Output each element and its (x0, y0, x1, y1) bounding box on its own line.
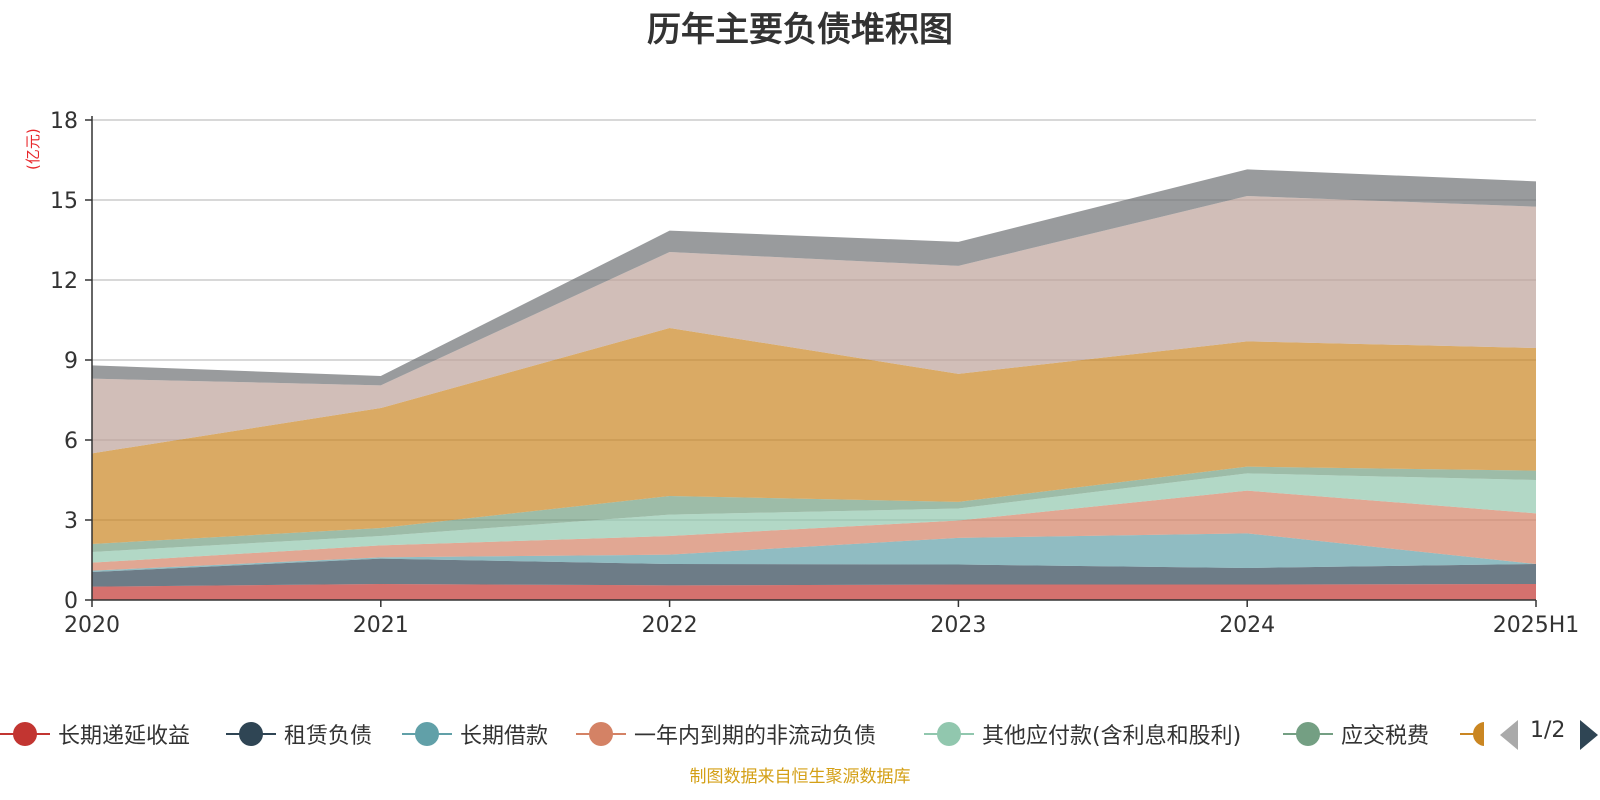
area-一年内到期的非流动负债[interactable] (92, 490, 1536, 571)
area-应付账款[interactable] (92, 328, 1536, 544)
area-合同负债[interactable] (92, 196, 1536, 454)
y-tick-label: 18 (50, 109, 78, 134)
chart-title: 历年主要负债堆积图 (647, 10, 953, 50)
area-应付票据[interactable] (92, 169, 1536, 386)
y-tick-label: 6 (64, 429, 78, 454)
legend-marker-icon (1283, 716, 1333, 752)
legend-prev-arrow-icon[interactable] (1500, 720, 1518, 750)
area-series (92, 169, 1536, 600)
legend-marker-icon (576, 716, 626, 752)
y-tick-label: 15 (50, 189, 78, 214)
axes: 0 3 6 9 12 15 18 2020 2021 2022 2023 2024 2025H1 (50, 109, 1579, 638)
area-租赁负债[interactable] (92, 558, 1536, 587)
area-长期借款[interactable] (92, 533, 1536, 572)
legend-label: 一年内到期的非流动负债 (634, 724, 877, 749)
y-tick-label: 3 (64, 509, 78, 534)
legend-item[interactable]: 其他应付款(含利息和股利) (924, 716, 1241, 752)
area-其他应付款(含利息和股利)[interactable] (92, 473, 1536, 563)
legend-marker-icon (1460, 716, 1484, 752)
y-tick-label: 12 (50, 269, 78, 294)
legend-item[interactable]: 租赁负债 (226, 716, 372, 752)
y-tick-label: 0 (64, 589, 78, 614)
legend-item[interactable]: 长期借款 (402, 716, 548, 752)
legend-item[interactable]: 应交税费 (1283, 716, 1429, 752)
y-tick-label: 9 (64, 349, 78, 374)
x-tick-label: 2023 (930, 613, 986, 638)
legend-item[interactable]: 长期递延收益 (0, 716, 190, 752)
area-长期递延收益[interactable] (92, 584, 1536, 600)
legend-next-arrow-icon[interactable] (1580, 720, 1598, 750)
legend: 长期递延收益 租赁负债 长期借款 一年内到期的非流动负债 其他应付款(含利息和股利) 应交… (0, 716, 1600, 752)
legend-marker-icon (402, 716, 452, 752)
legend-label: 长期借款 (460, 724, 549, 749)
data-source-note: 制图数据来自恒生聚源数据库 (689, 767, 911, 787)
legend-label: 长期递延收益 (58, 724, 191, 749)
area-应交税费[interactable] (92, 466, 1536, 552)
legend-marker-icon (0, 716, 50, 752)
legend-item[interactable] (1460, 716, 1484, 752)
legend-label: 应交税费 (1341, 724, 1430, 749)
x-tick-label: 2025H1 (1493, 613, 1580, 638)
x-tick-label: 2022 (642, 613, 698, 638)
legend-marker-icon (924, 716, 974, 752)
legend-marker-icon (226, 716, 276, 752)
x-tick-label: 2020 (64, 613, 120, 638)
x-tick-label: 2024 (1219, 613, 1275, 638)
legend-item[interactable]: 一年内到期的非流动负债 (576, 716, 876, 752)
legend-label: 其他应付款(含利息和股利) (982, 724, 1242, 749)
legend-page-indicator: 1/2 (1530, 718, 1566, 743)
legend-label: 租赁负债 (284, 724, 373, 749)
legend-pager: 1/2 (1500, 716, 1600, 752)
x-tick-label: 2021 (353, 613, 409, 638)
stacked-area-chart: 0 3 6 9 12 15 18 2020 2021 2022 2023 2024 2025H1 (50, 109, 1579, 638)
